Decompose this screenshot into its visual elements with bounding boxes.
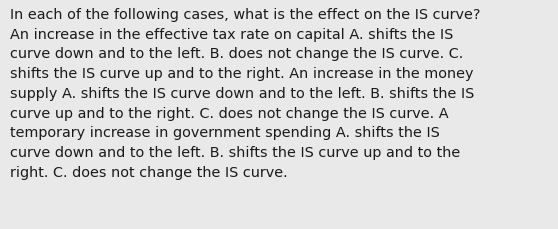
Text: In each of the following​ cases, what is the effect on the IS curve?
An increase: In each of the following​ cases, what is… xyxy=(10,8,480,179)
